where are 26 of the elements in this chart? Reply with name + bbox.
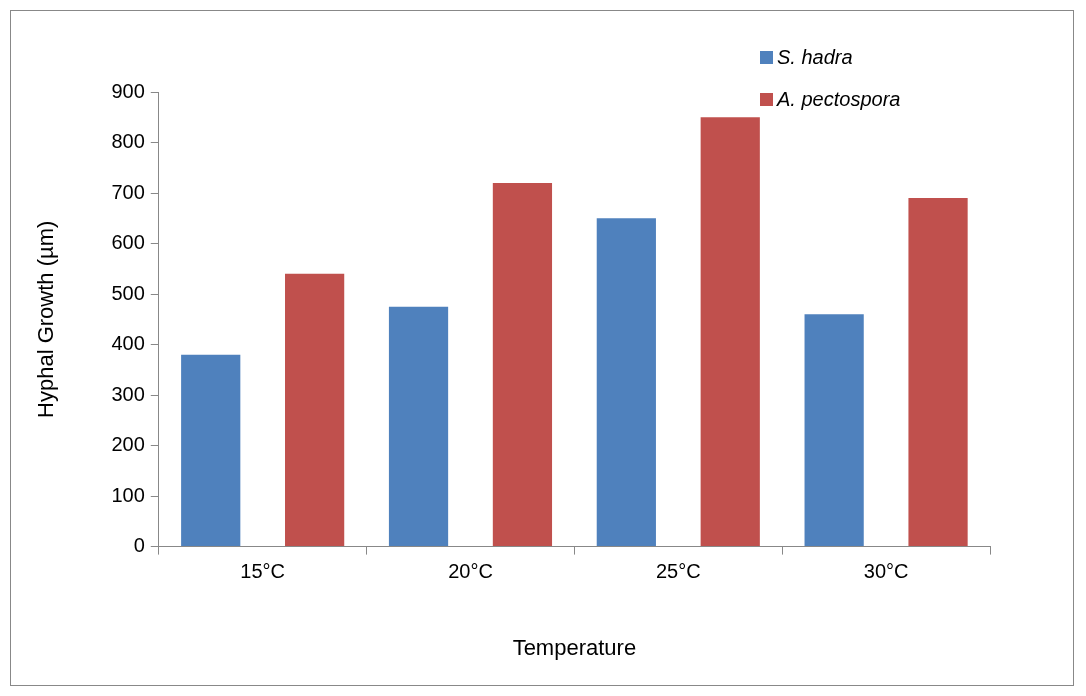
bar bbox=[492, 182, 553, 547]
x-tick-label: 25°C bbox=[655, 560, 701, 583]
x-tick-label: 20°C bbox=[448, 560, 493, 583]
bar bbox=[285, 273, 345, 547]
x-axis-title: Temperature bbox=[512, 634, 637, 660]
bar bbox=[908, 198, 968, 547]
legend-label: S. hadra bbox=[777, 45, 853, 69]
bar bbox=[700, 117, 760, 547]
legend-label: A. pectospora bbox=[777, 87, 901, 111]
bar bbox=[596, 218, 656, 547]
x-tick-label: 15°C bbox=[240, 560, 286, 583]
y-tick-label: 100 bbox=[111, 483, 145, 506]
y-tick-label: 300 bbox=[111, 382, 145, 405]
y-tick-label: 500 bbox=[111, 281, 145, 304]
y-tick-label: 700 bbox=[111, 180, 145, 203]
bar bbox=[388, 306, 449, 547]
y-tick-label: 400 bbox=[111, 332, 145, 355]
y-tick-label: 0 bbox=[133, 534, 145, 557]
y-tick-label: 600 bbox=[111, 231, 145, 254]
bar bbox=[181, 354, 241, 547]
bar bbox=[804, 314, 864, 547]
y-axis-title: Hyphal Growth (µm) bbox=[33, 220, 59, 418]
x-tick-label: 30°C bbox=[863, 560, 909, 583]
y-tick-label: 200 bbox=[111, 433, 145, 456]
y-tick-label: 800 bbox=[111, 130, 145, 153]
y-tick-label: 900 bbox=[111, 79, 145, 102]
